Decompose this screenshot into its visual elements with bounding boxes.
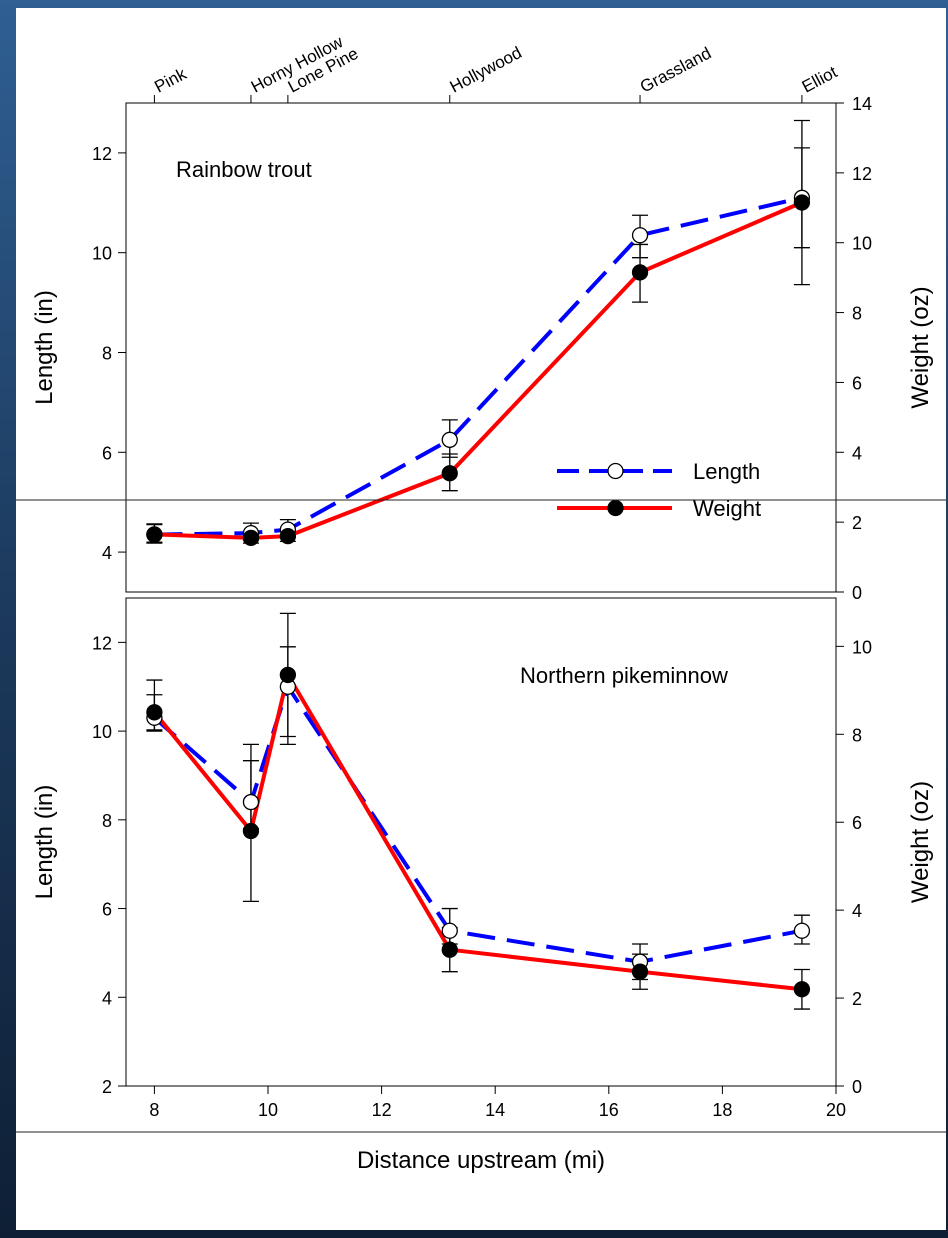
pikeminnow-right-tick-label: 0 — [852, 1077, 862, 1097]
pikeminnow-left-tick-label: 8 — [102, 811, 112, 831]
pikeminnow-length-line — [153, 684, 803, 964]
trout-length-line — [154, 195, 803, 537]
legend-label-length: Length — [693, 459, 760, 484]
trout-plot-frame — [125, 102, 837, 593]
trout-right-tick-label: 0 — [852, 583, 862, 603]
trout-length-point — [441, 431, 458, 448]
pikeminnow-x-tick-label: 20 — [826, 1100, 846, 1120]
pikeminnow-left-tick-label: 12 — [92, 633, 112, 653]
pikeminnow-x-tick-label: 10 — [258, 1100, 278, 1120]
pikeminnow-weight-point — [441, 941, 458, 958]
trout-left-tick-label: 12 — [92, 144, 112, 164]
pikeminnow-right-tick-label: 2 — [852, 989, 862, 1009]
site-label: Grassland — [637, 43, 714, 96]
site-label: Elliot — [799, 62, 841, 96]
pikeminnow-right-tick-label: 4 — [852, 901, 862, 921]
legend-marker-weight — [607, 499, 624, 517]
site-label: Hollywood — [447, 43, 525, 97]
trout-right-axis-title: Weight (oz) — [907, 286, 934, 408]
trout-weight-point — [146, 526, 163, 543]
pikeminnow-x-tick-label: 18 — [712, 1100, 732, 1120]
trout-right-tick-label: 12 — [852, 164, 872, 184]
trout-weight-point — [793, 194, 811, 211]
trout-left-tick-label: 10 — [92, 244, 112, 264]
pikeminnow-x-tick-label: 14 — [485, 1100, 505, 1120]
pikeminnow-right-tick-label: 8 — [852, 725, 862, 745]
pikeminnow-x-tick-label: 16 — [599, 1100, 619, 1120]
pikeminnow-right-tick-label: 10 — [852, 637, 872, 657]
pikeminnow-length-point — [242, 793, 260, 811]
trout-right-tick-label: 10 — [852, 234, 872, 254]
trout-length-point — [631, 227, 649, 244]
pikeminnow-weight-point — [146, 704, 163, 721]
legend-marker-length — [607, 462, 624, 480]
pikeminnow-length-point — [441, 922, 458, 939]
pikeminnow-right-axis-title: Weight (oz) — [907, 781, 934, 903]
pikeminnow-length-point — [793, 922, 811, 939]
x-axis-title: Distance upstream (mi) — [357, 1147, 605, 1174]
pikeminnow-x-tick-label: 8 — [149, 1100, 159, 1120]
pikeminnow-left-tick-label: 6 — [102, 900, 112, 920]
trout-left-tick-label: 6 — [102, 443, 112, 463]
trout-right-tick-label: 4 — [852, 443, 862, 463]
pikeminnow-right-tick-label: 6 — [852, 813, 862, 833]
trout-weight-point — [441, 465, 458, 482]
pikeminnow-plot-frame — [125, 597, 837, 1087]
figure-panel — [16, 8, 946, 1230]
pikeminnow-title: Northern pikeminnow — [520, 663, 728, 688]
pikeminnow-x-tick-label: 12 — [372, 1100, 392, 1120]
site-label: Pink — [151, 64, 190, 97]
pikeminnow-left-tick-label: 4 — [102, 988, 112, 1008]
trout-weight-point — [279, 527, 297, 545]
trout-right-tick-label: 6 — [852, 373, 862, 393]
trout-right-tick-label: 2 — [852, 513, 862, 533]
pikeminnow-left-axis-title: Length (in) — [31, 785, 58, 900]
pikeminnow-left-tick-label: 2 — [102, 1077, 112, 1097]
pikeminnow-weight-point — [631, 963, 649, 980]
trout-weight-line — [154, 200, 803, 540]
trout-left-tick-label: 8 — [102, 343, 112, 363]
pikeminnow-weight-point — [279, 666, 297, 684]
pikeminnow-weight-point — [242, 822, 260, 840]
trout-weight-point — [631, 264, 649, 281]
trout-weight-point — [242, 529, 260, 547]
trout-right-tick-label: 8 — [852, 304, 862, 324]
trout-title: Rainbow trout — [176, 157, 312, 182]
trout-left-axis-title: Length (in) — [31, 290, 58, 405]
pikeminnow-weight-point — [793, 981, 811, 998]
pikeminnow-left-tick-label: 10 — [92, 722, 112, 742]
trout-right-tick-label: 14 — [852, 94, 872, 114]
trout-left-tick-label: 4 — [102, 543, 112, 563]
pikeminnow-weight-line — [152, 672, 803, 992]
